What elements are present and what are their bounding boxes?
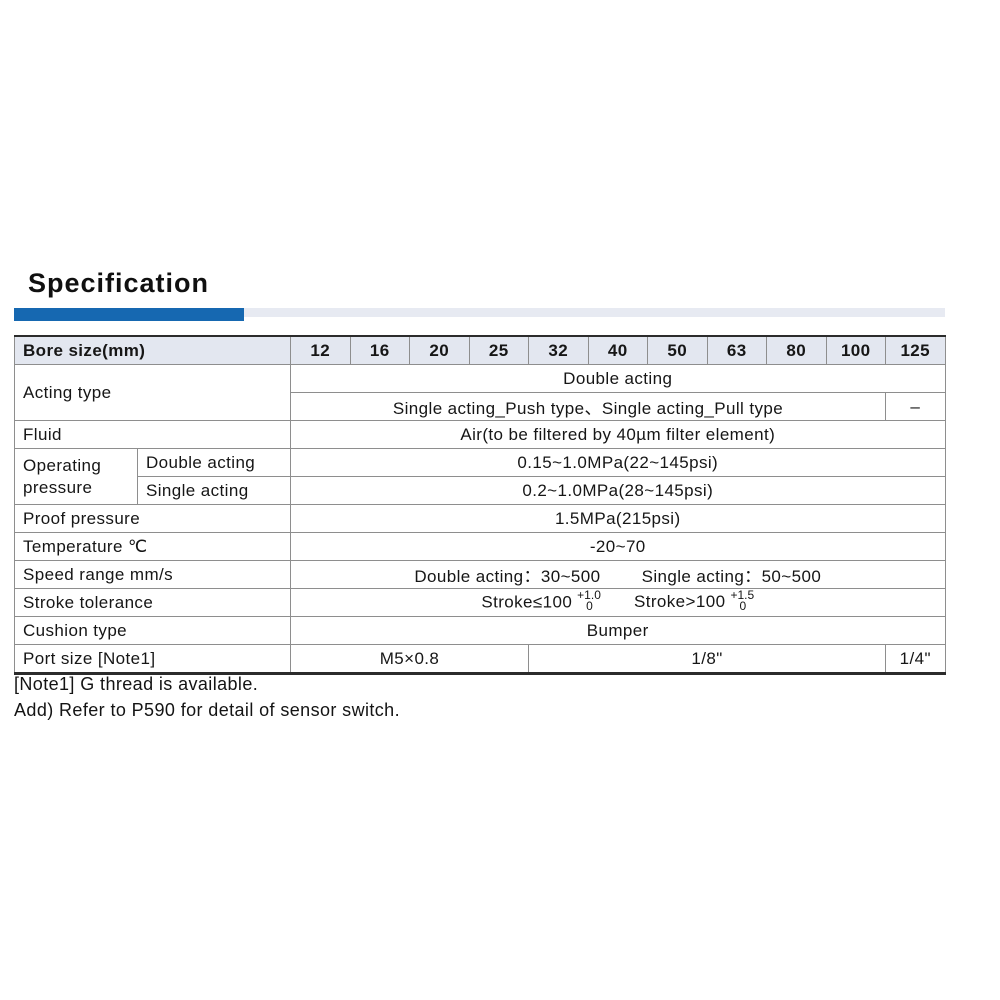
specification-table: Bore size(mm) 12 16 20 25 32 40 50 63 80… xyxy=(14,335,946,675)
proof-pressure-value: 1.5MPa(215psi) xyxy=(290,504,946,533)
operating-pressure-label: Operating pressure xyxy=(14,448,138,505)
speed-range-row: Speed range mm/s Double acting：30~500 Si… xyxy=(14,560,946,589)
acting-type-row-single: Single acting_Push type、Single acting_Pu… xyxy=(15,392,946,421)
bore-col-40: 40 xyxy=(587,335,648,365)
bore-col-25: 25 xyxy=(468,335,529,365)
proof-pressure-label: Proof pressure xyxy=(14,504,291,533)
stroke-tolerance-value: Stroke≤100 +1.0 0 Stroke>100 +1.5 0 xyxy=(290,588,946,617)
proof-pressure-row: Proof pressure 1.5MPa(215psi) xyxy=(14,504,946,533)
stroke-tolerance-label: Stroke tolerance xyxy=(14,588,291,617)
title-underline xyxy=(14,308,945,321)
cushion-type-row: Cushion type Bumper xyxy=(14,616,946,645)
temperature-row: Temperature ℃ -20~70 xyxy=(14,532,946,561)
stroke-tolerance-row: Stroke tolerance Stroke≤100 +1.0 0 Stroke>… xyxy=(14,588,946,617)
bore-col-20: 20 xyxy=(409,335,470,365)
operating-pressure-double-label: Double acting xyxy=(137,448,291,477)
port-size-row: Port size [Note1] M5×0.8 1/8" 1/4" xyxy=(14,644,946,674)
acting-type-single-value: Single acting_Push type、Single acting_Pu… xyxy=(290,392,886,421)
bore-col-12: 12 xyxy=(290,335,351,365)
speed-range-label: Speed range mm/s xyxy=(14,560,291,589)
speed-range-double: Double acting：30~500 xyxy=(414,567,601,586)
fluid-value: Air(to be filtered by 40µm filter elemen… xyxy=(290,420,946,449)
operating-pressure-row-single: Single acting 0.2~1.0MPa(28~145psi) xyxy=(15,476,946,505)
footnote-1: [Note1] G thread is available. xyxy=(14,674,259,694)
fluid-row: Fluid Air(to be filtered by 40µm filter … xyxy=(14,420,946,449)
stroke-tolerance-cond2: Stroke>100 xyxy=(634,591,726,611)
bore-col-100: 100 xyxy=(825,335,886,365)
cushion-type-label: Cushion type xyxy=(14,616,291,645)
port-size-value-32-100: 1/8" xyxy=(528,644,886,674)
operating-pressure-single-value: 0.2~1.0MPa(28~145psi) xyxy=(290,476,946,505)
temperature-value: -20~70 xyxy=(290,532,946,561)
stroke-tolerance-tol2: +1.5 0 xyxy=(730,588,755,613)
speed-range-single: Single acting：50~500 xyxy=(641,567,822,586)
bore-col-16: 16 xyxy=(349,335,410,365)
temperature-label: Temperature ℃ xyxy=(14,532,291,561)
port-size-value-125: 1/4" xyxy=(885,644,946,674)
speed-range-value: Double acting：30~500 Single acting：50~50… xyxy=(290,560,946,589)
bore-col-32: 32 xyxy=(528,335,589,365)
page-title: Specification xyxy=(28,268,210,298)
header-bore-size-label: Bore size(mm) xyxy=(14,335,291,365)
acting-type-single-125-dash: – xyxy=(885,392,946,421)
cushion-type-value: Bumper xyxy=(290,616,946,645)
operating-pressure-label-line1: Operating xyxy=(23,455,102,475)
acting-type-row-double: Acting type Double acting xyxy=(14,364,946,421)
stroke-tolerance-cond1: Stroke≤100 xyxy=(481,591,573,611)
operating-pressure-single-label: Single acting xyxy=(137,476,291,505)
bore-col-50: 50 xyxy=(647,335,708,365)
bore-col-80: 80 xyxy=(766,335,827,365)
acting-type-double-value: Double acting xyxy=(290,364,946,393)
stroke-tolerance-tol1: +1.0 0 xyxy=(577,588,601,613)
operating-pressure-double-value: 0.15~1.0MPa(22~145psi) xyxy=(290,448,946,477)
operating-pressure-label-line2: pressure xyxy=(23,477,93,497)
footnotes: [Note1] G thread is available. Add) Refe… xyxy=(14,671,400,723)
acting-type-label: Acting type xyxy=(14,364,291,421)
port-size-label: Port size [Note1] xyxy=(14,644,291,674)
port-size-value-12-25: M5×0.8 xyxy=(290,644,529,674)
bore-col-125: 125 xyxy=(885,335,946,365)
table-header-row: Bore size(mm) 12 16 20 25 32 40 50 63 80… xyxy=(14,335,946,365)
fluid-label: Fluid xyxy=(14,420,291,449)
bore-col-63: 63 xyxy=(706,335,767,365)
operating-pressure-row-double: Operating pressure Double acting 0.15~1.… xyxy=(14,448,946,505)
footnote-2: Add) Refer to P590 for detail of sensor … xyxy=(14,700,400,720)
title-underline-light xyxy=(244,308,945,317)
title-underline-accent xyxy=(14,308,244,321)
